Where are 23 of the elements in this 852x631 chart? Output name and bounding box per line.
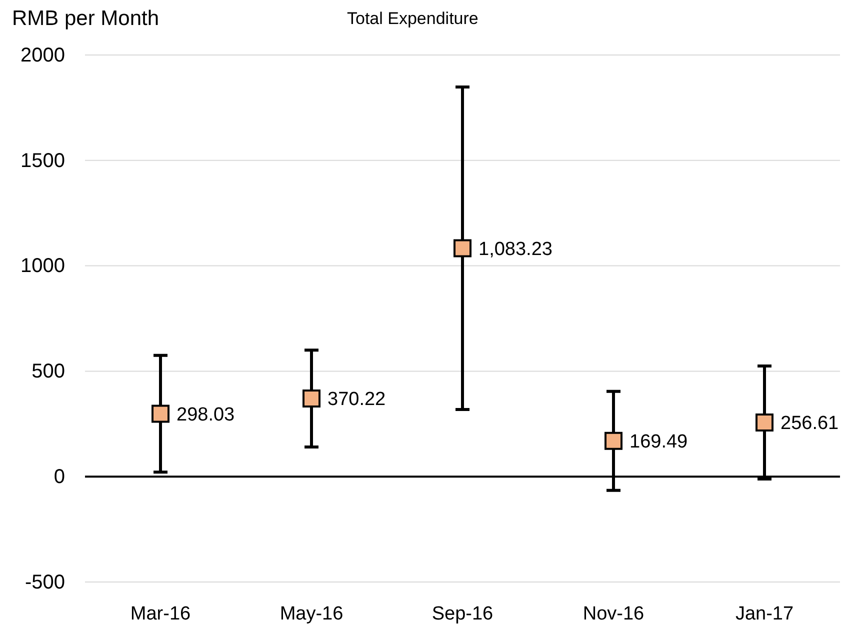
chart-title: Total Expenditure bbox=[347, 9, 478, 28]
data-label: 256.61 bbox=[780, 413, 839, 434]
data-label: 298.03 bbox=[176, 404, 235, 426]
y-tick-label: 1500 bbox=[20, 150, 65, 172]
point bbox=[454, 239, 472, 258]
x-tick-label: Sep-16 bbox=[432, 603, 494, 624]
x-tick-label: Nov-16 bbox=[582, 603, 644, 624]
point bbox=[302, 390, 320, 408]
y-tick-label: -500 bbox=[24, 571, 65, 594]
y-tick-label: 0 bbox=[54, 466, 65, 488]
data-label: 1,083.23 bbox=[478, 238, 552, 260]
y-tick-label: 1000 bbox=[20, 255, 65, 278]
point bbox=[756, 414, 774, 432]
y-tick-label: 500 bbox=[32, 360, 65, 383]
point bbox=[152, 404, 170, 423]
point bbox=[604, 432, 622, 450]
x-tick-label: Jan-17 bbox=[735, 603, 794, 624]
y-axis-title: RMB per Month bbox=[12, 7, 160, 30]
data-label: 370.22 bbox=[328, 389, 386, 410]
y-tick-label: 2000 bbox=[20, 44, 65, 66]
x-tick-label: Mar-16 bbox=[130, 603, 191, 624]
data-label: 169.49 bbox=[630, 432, 688, 453]
x-tick-label: May-16 bbox=[280, 603, 344, 624]
